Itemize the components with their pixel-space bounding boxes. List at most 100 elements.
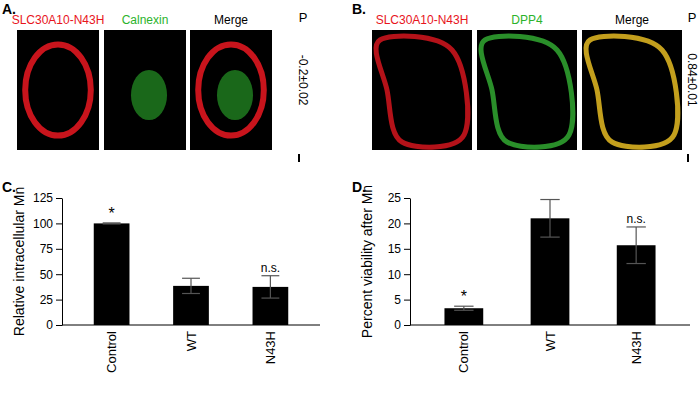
chart: D.*n.s.0510152025ControlWTN43HPercent vi… — [352, 179, 690, 373]
tick-label: 15 — [388, 242, 402, 256]
error-bar — [261, 276, 279, 298]
bar — [444, 308, 483, 325]
micrograph — [190, 30, 272, 150]
tick-label: 25 — [40, 293, 54, 307]
tick: 25 — [388, 191, 410, 205]
error-bar-line — [270, 276, 271, 298]
axis-title: Relative intracellular Mn — [11, 187, 27, 336]
channel-title: DPP4 — [511, 13, 543, 27]
error-bar — [182, 278, 200, 293]
error-bar — [454, 306, 473, 310]
significance-label: * — [461, 288, 467, 305]
x-axis: Control WT N43H — [62, 325, 320, 373]
channel-title: SLC30A10-N43H — [12, 13, 105, 27]
axis-line — [410, 325, 690, 326]
tick: 20 — [388, 217, 410, 231]
error-bar-line — [454, 306, 473, 307]
tick: 5 — [394, 293, 410, 307]
y-axis: 0 5 10 15 20 25 — [388, 191, 411, 332]
tick: 0 — [394, 318, 410, 332]
tick-label: Control — [456, 331, 471, 373]
axis-title: Percent viability after Mn — [359, 185, 375, 338]
axis-line — [410, 199, 411, 326]
error-bar-line — [540, 199, 559, 200]
error-bar-line — [463, 306, 464, 310]
micrograph — [17, 30, 99, 150]
tick-mark — [56, 223, 62, 224]
tick: N43H — [629, 325, 644, 364]
tick-mark — [404, 198, 410, 199]
error-bar-line — [549, 200, 550, 238]
tick: N43H — [263, 325, 278, 364]
error-bar-line — [182, 278, 200, 279]
coefficient-label: P — [688, 10, 697, 25]
tick-label: N43H — [263, 331, 278, 364]
significance-label: * — [108, 205, 114, 222]
tick-label: 125 — [33, 191, 53, 205]
error-bar-line — [261, 275, 279, 276]
tick: 100 — [33, 217, 62, 231]
coefficient: 0.84±0.01 — [685, 53, 699, 107]
tick: Control — [456, 325, 471, 373]
stain — [217, 70, 253, 120]
x-axis: Control WT N43H — [410, 325, 690, 373]
tick: Control — [104, 325, 119, 373]
significance-label: n.s. — [261, 261, 280, 275]
stain — [25, 44, 91, 135]
panel-label: B. — [352, 1, 366, 17]
error-bar-line — [626, 263, 645, 264]
micrograph — [582, 30, 682, 150]
error-bar — [626, 227, 645, 264]
tick-mark — [56, 249, 62, 250]
channel-title: Merge — [214, 13, 248, 27]
error-bar — [103, 223, 121, 224]
error-bar-line — [103, 222, 121, 223]
tick-label: 25 — [388, 191, 402, 205]
axis-line — [62, 325, 320, 326]
significance-label: n.s. — [626, 212, 645, 226]
y-axis: 0255075100125 — [33, 191, 63, 332]
stain — [376, 36, 468, 147]
tick: WT — [184, 325, 199, 351]
tick: 125 — [33, 191, 62, 205]
error-bar-line — [454, 310, 473, 311]
error-bar-line — [636, 227, 637, 264]
tick: 0 — [46, 318, 62, 332]
chart: C.*n.s.0255075100125ControlWTN43HRelativ… — [2, 179, 320, 373]
coefficient: -0.2±0.02 — [296, 55, 310, 106]
image-panel: A.SLC30A10-N43HCalnexinMergeP-0.2±0.02 — [2, 1, 310, 162]
stain — [481, 36, 573, 147]
figure: A.SLC30A10-N43HCalnexinMergeP-0.2±0.02B.… — [0, 0, 700, 405]
error-bar-line — [540, 237, 559, 238]
tick-mark — [56, 300, 62, 301]
tick-label: 0 — [394, 318, 401, 332]
tick-label: WT — [184, 331, 199, 351]
tick-mark — [56, 198, 62, 199]
tick: WT — [543, 325, 558, 351]
tick-label: N43H — [629, 331, 644, 364]
error-bar-line — [261, 297, 279, 298]
tick-label: 5 — [394, 293, 401, 307]
axis-line — [62, 199, 63, 326]
tick-label: 10 — [388, 268, 402, 282]
tick-label: Control — [104, 331, 119, 373]
tick-label: 20 — [388, 217, 402, 231]
scale-bar — [298, 154, 300, 162]
tick-label: 0 — [46, 318, 53, 332]
channel-title: SLC30A10-N43H — [376, 13, 469, 27]
tick-mark — [404, 274, 410, 275]
tick-mark — [56, 274, 62, 275]
micrograph — [104, 30, 186, 150]
tick: 25 — [40, 293, 62, 307]
channel-title: Merge — [615, 13, 649, 27]
plot-area — [444, 200, 655, 325]
bar — [94, 223, 130, 325]
image-panel: B. SLC30A10-N43H DPP4 Merge P 0.84±0.01 — [352, 1, 699, 162]
tick: 10 — [388, 268, 410, 282]
tick-label: WT — [543, 331, 558, 351]
tick-label: 75 — [40, 242, 54, 256]
plot-area — [94, 223, 288, 325]
tick: 75 — [40, 242, 62, 256]
tick: 15 — [388, 242, 410, 256]
coefficient-label: P — [299, 10, 308, 25]
